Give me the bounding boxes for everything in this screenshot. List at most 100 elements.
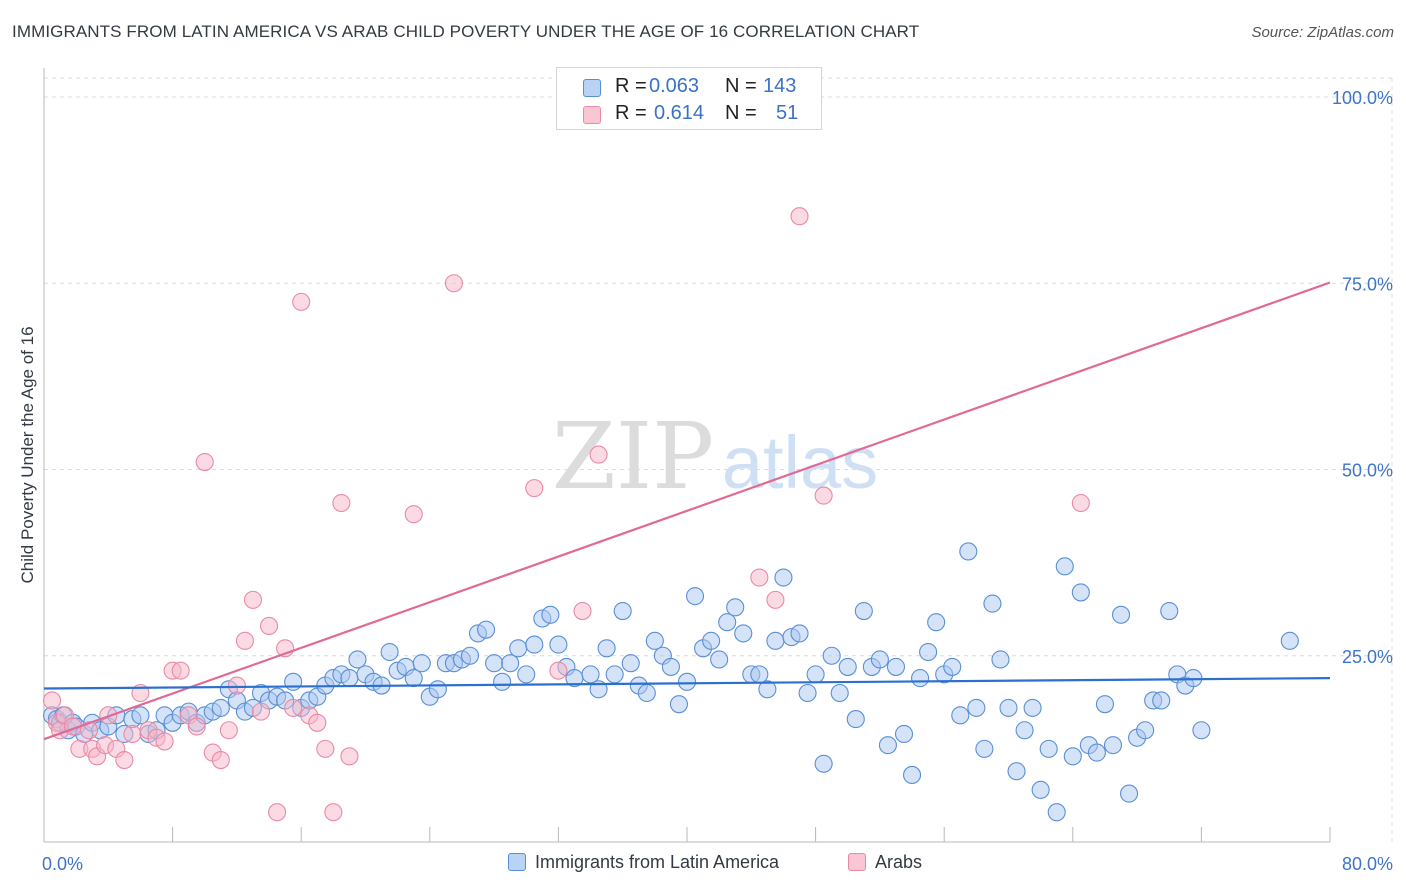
arabs-point	[284, 698, 303, 717]
latin-america-point	[131, 706, 150, 725]
arabs-point	[79, 721, 99, 740]
latin-america-point	[878, 736, 897, 755]
latin-america-point	[637, 683, 656, 703]
latin-america-point	[428, 680, 447, 699]
watermark: ZIP atlas	[552, 403, 878, 510]
latin-america-point	[750, 665, 769, 684]
latin-america-point	[404, 669, 423, 688]
latin-america-point	[211, 698, 230, 717]
latin-america-point	[645, 631, 664, 650]
latin-america-point	[613, 601, 632, 621]
latin-america-point	[1280, 631, 1299, 650]
tick-labels: 25.0% 50.0% 75.0% 100.0% 0.0% 80.0%	[42, 88, 1393, 874]
arabs-point	[251, 702, 271, 721]
latin-america-point	[894, 724, 914, 744]
arabs-point	[195, 452, 214, 472]
latin-america-point	[726, 598, 745, 617]
latin-america-point	[927, 613, 946, 632]
trend-line-latin-america	[43, 677, 1331, 690]
arabs-point	[332, 493, 351, 513]
latin-america-point	[1039, 739, 1058, 758]
latin-america-point	[886, 657, 906, 676]
legend-swatch-pink	[848, 853, 866, 871]
latin-america-point	[1023, 698, 1042, 717]
arabs-point	[219, 721, 238, 740]
legend-row-arabs: R = 0.614 N = 51	[557, 102, 821, 128]
latin-america-point	[1015, 721, 1034, 740]
latin-america-point	[501, 654, 520, 673]
legend-label-latin-america: Immigrants from Latin America	[535, 852, 780, 872]
arabs-point	[1071, 493, 1090, 513]
latin-america-point	[1192, 721, 1211, 740]
y-tick-label: 25.0%	[1342, 647, 1393, 667]
legend-label-arabs: Arabs	[875, 852, 923, 872]
trend-line-arabs	[43, 281, 1331, 741]
legend-item-latin-america: Immigrants from Latin America	[508, 852, 779, 876]
latin-america-point	[685, 587, 705, 606]
y-tick-label: 75.0%	[1342, 274, 1393, 294]
latin-america-point	[959, 542, 978, 561]
arabs-point	[171, 661, 190, 680]
arabs-point	[42, 691, 62, 710]
latin-america-point	[798, 683, 817, 703]
arabs-point	[308, 713, 327, 732]
latin-america-point	[983, 594, 1002, 613]
arabs-point	[444, 274, 463, 293]
latin-america-point	[846, 710, 865, 729]
latin-america-point	[710, 650, 729, 669]
latin-america-point	[485, 654, 504, 673]
arabs-point	[227, 676, 246, 695]
legend-n-value: 143	[763, 75, 797, 97]
watermark-zip: ZIP	[552, 403, 714, 510]
x-tick-label-max: 80.0%	[1342, 854, 1393, 874]
arabs-point	[235, 631, 254, 650]
latin-america-point	[1063, 747, 1082, 766]
latin-america-point	[854, 601, 873, 621]
legend-swatch-blue	[508, 853, 526, 871]
latin-america-point	[1152, 691, 1171, 710]
x-tick-label-min: 0.0%	[42, 854, 83, 874]
arabs-point	[268, 803, 287, 822]
latin-america-point	[758, 680, 777, 699]
chart-title: IMMIGRANTS FROM LATIN AMERICA VS ARAB CH…	[12, 22, 920, 41]
latin-america-point	[1103, 736, 1123, 755]
latin-america-point	[605, 665, 624, 684]
latin-america-point	[477, 620, 496, 639]
legend-n-value: 51	[776, 102, 799, 124]
arabs-point	[814, 486, 833, 505]
legend-r-value: 0.063	[649, 75, 700, 97]
arabs-point	[187, 717, 206, 736]
arabs-point	[243, 590, 263, 609]
latin-america-point	[1136, 721, 1155, 740]
latin-america-point	[1047, 803, 1066, 822]
latin-america-point	[1087, 743, 1106, 762]
latin-america-point	[766, 631, 785, 650]
latin-america-point	[943, 657, 962, 676]
arabs-point	[404, 505, 423, 524]
latin-america-point	[525, 635, 544, 654]
latin-america-point	[814, 754, 833, 773]
source-credit: Source: ZipAtlas.com	[1251, 24, 1394, 41]
legend-swatch-pink	[583, 106, 601, 124]
series-arabs-points	[42, 207, 1090, 822]
arabs-point	[211, 750, 230, 770]
latin-america-point	[549, 635, 568, 654]
latin-america-point	[1120, 784, 1139, 803]
latin-america-point	[581, 665, 600, 684]
latin-america-point	[991, 650, 1010, 669]
latin-america-point	[822, 646, 841, 665]
latin-america-point	[919, 642, 938, 662]
latin-america-point	[734, 624, 753, 643]
latin-america-point	[541, 605, 560, 624]
arabs-point	[525, 479, 544, 498]
legend-r-label: R =	[615, 102, 647, 124]
y-tick-label: 50.0%	[1342, 461, 1393, 481]
latin-america-point	[509, 639, 528, 658]
latin-america-point	[902, 765, 922, 785]
latin-america-point	[380, 642, 399, 662]
arabs-point	[155, 732, 174, 751]
gridlines	[44, 77, 1393, 842]
latin-america-point	[1031, 780, 1050, 799]
latin-america-point	[597, 639, 616, 658]
